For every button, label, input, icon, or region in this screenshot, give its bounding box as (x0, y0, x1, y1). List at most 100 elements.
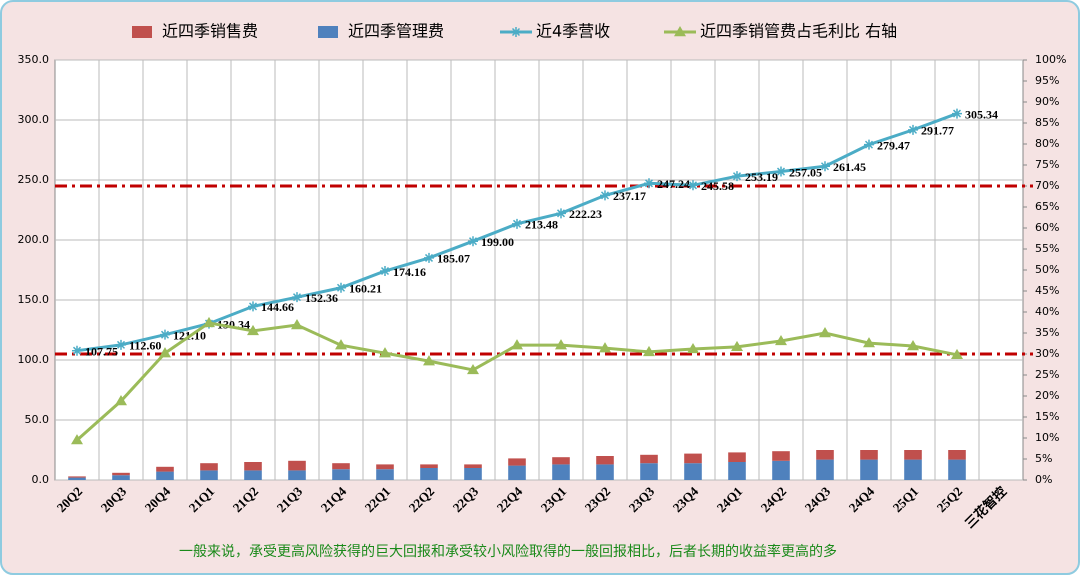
marker (291, 319, 303, 330)
marker (380, 266, 390, 277)
legend-label: 近四季销售费 (162, 22, 258, 41)
y-tick-label: 200.0 (18, 233, 50, 246)
data-label: 185.07 (437, 252, 470, 266)
y-tick-label: 50.0 (25, 413, 50, 426)
y2-tick-label: 20% (1035, 389, 1059, 402)
data-label: 245.58 (701, 179, 734, 193)
y-tick-label: 300.0 (18, 113, 50, 126)
bar (640, 463, 658, 480)
marker (864, 139, 874, 150)
bar (596, 456, 614, 465)
y2-tick-label: 90% (1035, 95, 1059, 108)
y2-tick-label: 65% (1035, 200, 1059, 213)
marker (71, 434, 83, 445)
bar (552, 464, 570, 480)
bar (200, 470, 218, 480)
marker (247, 324, 259, 336)
marker (731, 340, 743, 352)
data-label: 279.47 (877, 138, 910, 152)
bar (860, 450, 878, 460)
data-label: 213.48 (525, 218, 558, 232)
bar (816, 459, 834, 480)
bar (772, 460, 790, 480)
y-tick-label: 0.0 (32, 473, 50, 486)
bar (464, 468, 482, 480)
marker (688, 180, 698, 191)
marker (599, 342, 611, 353)
bar (244, 470, 262, 480)
marker (775, 334, 787, 346)
data-label: 257.05 (789, 165, 822, 179)
y2-tick-label: 5% (1035, 452, 1052, 465)
data-label: 237.17 (613, 189, 646, 203)
y2-tick-label: 45% (1035, 284, 1059, 297)
bar (904, 450, 922, 460)
y2-tick-label: 95% (1035, 74, 1059, 87)
data-label: 261.45 (833, 160, 866, 174)
bar (728, 452, 746, 462)
marker (951, 348, 963, 360)
bar (464, 464, 482, 468)
marker (467, 363, 479, 375)
marker (335, 339, 347, 350)
data-label: 247.24 (657, 177, 690, 191)
y2-tick-label: 35% (1035, 326, 1059, 339)
bar (596, 464, 614, 480)
marker (512, 218, 522, 229)
bar (288, 470, 306, 480)
y2-tick-label: 0% (1035, 473, 1052, 486)
bar (948, 459, 966, 480)
marker (292, 292, 302, 303)
bar (68, 477, 86, 480)
bar (860, 459, 878, 480)
bar (552, 457, 570, 465)
bar (112, 472, 130, 476)
data-label: 174.16 (393, 265, 426, 279)
y2-tick-label: 30% (1035, 347, 1059, 360)
marker (511, 339, 523, 350)
annotation: 一般来说，承受更高风险获得的巨大回报和承受较小风险取得的一般回报相比，后者长期的… (179, 543, 837, 560)
bar (508, 458, 526, 466)
bar (508, 465, 526, 480)
bar (640, 454, 658, 464)
data-label: 253.19 (745, 170, 778, 184)
bar (728, 462, 746, 480)
y2-tick-label: 80% (1035, 137, 1059, 150)
marker (423, 355, 435, 366)
bar (376, 464, 394, 470)
bar (68, 476, 86, 478)
marker (643, 345, 655, 357)
data-label: 291.77 (921, 124, 954, 138)
bar (332, 463, 350, 470)
bar (288, 460, 306, 471)
y-tick-label: 100.0 (18, 353, 50, 366)
marker (379, 347, 391, 358)
bar (772, 451, 790, 461)
legend-swatch (132, 26, 152, 38)
y-tick-label: 150.0 (18, 293, 50, 306)
bar (948, 450, 966, 460)
marker (160, 329, 170, 340)
bar (420, 464, 438, 468)
bar (156, 466, 174, 472)
bar (200, 463, 218, 471)
marker (555, 339, 567, 350)
marker (72, 345, 82, 356)
y2-tick-label: 70% (1035, 179, 1059, 192)
marker (820, 161, 830, 172)
marker (424, 252, 434, 263)
bar (244, 462, 262, 471)
marker (908, 124, 918, 135)
y-tick-label: 250.0 (18, 173, 50, 186)
marker (776, 166, 786, 177)
marker (952, 108, 962, 119)
data-label: 305.34 (965, 107, 998, 121)
marker (511, 27, 521, 37)
bar (112, 475, 130, 480)
marker (674, 26, 686, 37)
bar (684, 463, 702, 480)
data-label: 107.75 (85, 344, 118, 358)
bar (376, 469, 394, 480)
bar (684, 453, 702, 464)
y2-tick-label: 15% (1035, 410, 1059, 423)
